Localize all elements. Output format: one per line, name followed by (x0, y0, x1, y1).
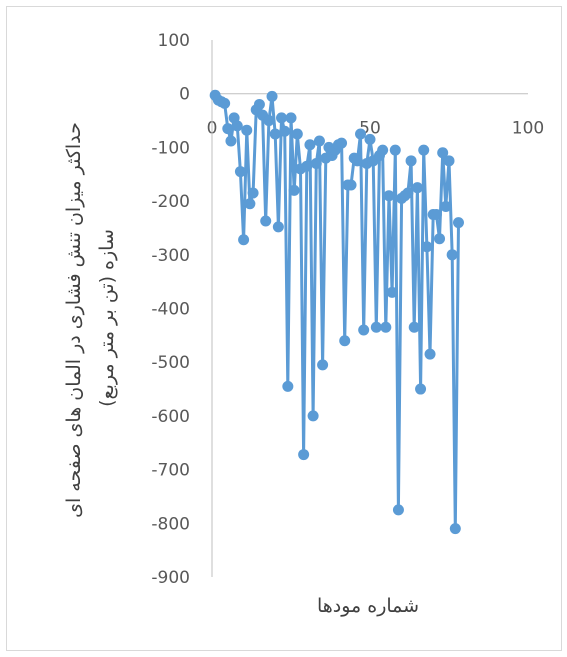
y-tick-label: -900 (151, 568, 190, 588)
data-point (358, 324, 370, 336)
y-tick-label: -300 (151, 246, 190, 266)
data-point (231, 120, 243, 132)
data-point (260, 215, 272, 227)
data-point (411, 182, 423, 194)
data-point (437, 147, 449, 159)
y-axis-title: حداکثر میزان تنش فشاری در المان های صفحه… (63, 122, 118, 518)
y-tick-label: -400 (151, 300, 190, 320)
data-point (234, 166, 246, 178)
data-points (209, 89, 464, 535)
data-point (304, 139, 316, 151)
series-line (213, 94, 460, 531)
data-point (408, 321, 420, 333)
y-tick-label: -500 (151, 353, 190, 373)
data-point (269, 128, 281, 140)
data-point (392, 504, 404, 516)
data-point (389, 144, 401, 156)
data-point (430, 209, 442, 221)
data-point (402, 187, 414, 199)
data-point (298, 449, 310, 461)
data-point (345, 179, 357, 191)
data-point (225, 135, 237, 147)
data-point (279, 125, 291, 137)
data-point (452, 217, 464, 229)
data-point (443, 155, 455, 167)
data-point (285, 112, 297, 124)
data-point (405, 155, 417, 167)
data-point (440, 200, 452, 212)
data-point (415, 383, 427, 395)
data-point (272, 221, 284, 233)
y-tick-label: -100 (151, 138, 190, 158)
y-tick-label: -200 (151, 192, 190, 212)
data-point (377, 144, 389, 156)
data-point (238, 234, 250, 246)
y-tick-label: 100 (158, 31, 190, 51)
data-point (301, 160, 313, 172)
data-point (383, 190, 395, 202)
data-point (421, 241, 433, 253)
y-axis-title-line1: حداکثر میزان تنش فشاری در المان های صفحه… (63, 122, 85, 518)
data-point (380, 321, 392, 333)
y-tick-label: -800 (151, 514, 190, 534)
data-point (282, 380, 294, 392)
data-point (364, 133, 376, 145)
data-point (386, 286, 398, 298)
x-axis-title: شماره مودها (317, 595, 419, 617)
data-point (263, 115, 275, 127)
data-point (291, 128, 303, 140)
y-tick-labels: 100 0 -100 -200 -300 -400 -500 -600 -700 -800 -900 (151, 31, 190, 588)
data-point (434, 233, 446, 245)
data-point (266, 90, 278, 102)
data-point (355, 128, 367, 140)
data-point (449, 523, 461, 535)
data-point (351, 155, 363, 167)
data-point (288, 184, 300, 196)
data-point (307, 410, 319, 422)
data-point (339, 335, 351, 347)
data-point (247, 187, 259, 199)
data-point (446, 249, 458, 261)
data-point (253, 98, 265, 110)
data-point (424, 348, 436, 360)
y-tick-label: -600 (151, 407, 190, 427)
x-tick-label: 100 (512, 119, 544, 139)
data-point (313, 135, 325, 147)
y-tick-label: 0 (179, 85, 190, 105)
data-point (370, 321, 382, 333)
data-point (276, 112, 288, 124)
data-point (336, 137, 348, 149)
y-tick-label: -700 (151, 461, 190, 481)
data-point (222, 123, 234, 135)
data-point (310, 158, 322, 170)
data-point (241, 124, 253, 136)
data-point (244, 198, 256, 210)
data-point (418, 144, 430, 156)
y-axis-title-line2: سازه (تن بر متر مربع) (96, 229, 118, 407)
data-point (317, 359, 329, 371)
data-point (219, 97, 231, 109)
